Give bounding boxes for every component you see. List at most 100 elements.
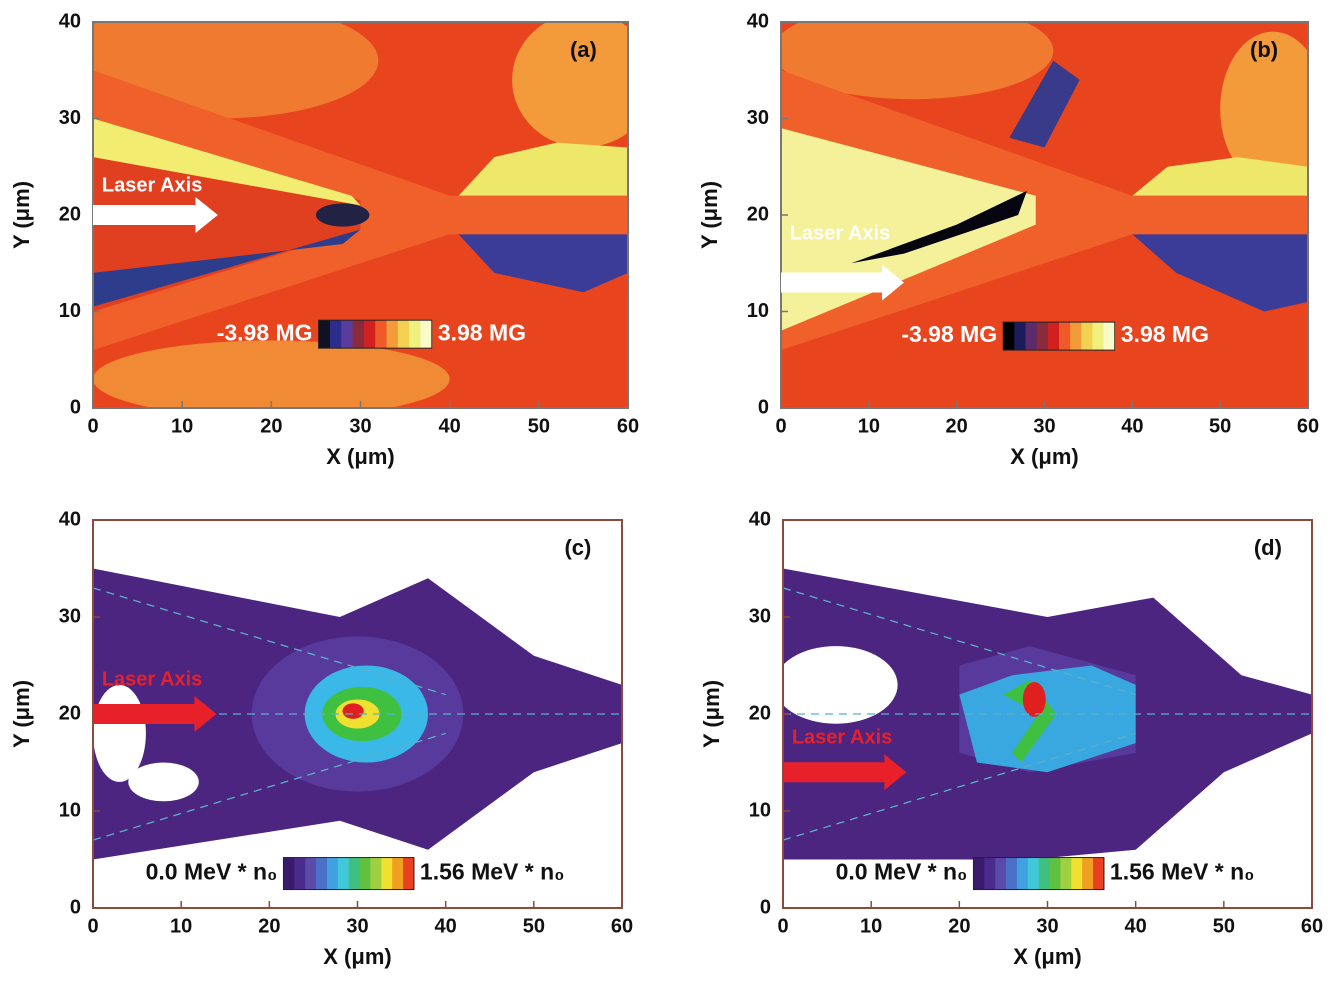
panel: 0 10 20 30 40 50 60 0 10 20 30 40 X (μm) Y (μm) (b) Las… [697, 10, 1319, 469]
x-tick-label: 10 [860, 915, 882, 937]
colorbar-segment [363, 320, 376, 349]
x-axis-label: X (μm) [326, 444, 394, 469]
x-tick-label: 0 [87, 915, 98, 937]
colorbar-max-label: 1.56 MeV * n₀ [1110, 859, 1255, 885]
colorbar-segment [1016, 857, 1029, 890]
colorbar-segment [305, 857, 317, 890]
colorbar-segment [370, 857, 382, 890]
field-region [93, 340, 450, 408]
colorbar-segment [1070, 322, 1082, 351]
colorbar-segment [1081, 322, 1093, 351]
y-axis-label: Y (μm) [697, 181, 722, 249]
y-tick-label: 30 [59, 107, 81, 129]
colorbar-segment [1060, 857, 1072, 890]
y-tick-label: 40 [59, 508, 81, 530]
colorbar [282, 857, 415, 891]
y-tick-label: 20 [59, 702, 81, 724]
panel: 0 10 20 30 40 50 60 0 10 20 30 40 X (μm) Y (μm) (a) Las… [9, 10, 639, 469]
colorbar-segment [1027, 857, 1040, 890]
field-region [1132, 234, 1308, 312]
field-region [1220, 31, 1308, 187]
x-tick-label: 40 [435, 915, 457, 937]
arrow [781, 264, 904, 301]
y-tick-label: 0 [760, 896, 771, 918]
field-region [342, 703, 364, 719]
colorbar-segment [337, 857, 350, 890]
colorbar-segment [403, 857, 415, 890]
guide-line [93, 732, 446, 841]
y-tick-label: 40 [59, 10, 81, 32]
y-tick-label: 40 [747, 10, 769, 32]
arrow [783, 754, 907, 791]
y-tick-label: 40 [749, 508, 771, 530]
field-region [93, 118, 361, 206]
y-axis-label: Y (μm) [9, 181, 34, 249]
panel-label: (a) [570, 37, 597, 62]
panel: 0 10 20 30 40 50 60 0 10 20 30 40 X (μm) Y (μm) (c) Las… [9, 508, 633, 969]
colorbar-segment [316, 857, 328, 890]
colorbar-segment [1093, 857, 1105, 890]
colorbar-segment [283, 857, 295, 890]
x-tick-label: 60 [1297, 415, 1319, 437]
colorbar-segment [1058, 322, 1071, 351]
colorbar-min-label: -3.98 MG [901, 321, 997, 347]
colorbar-segment [1049, 857, 1061, 890]
field-region [315, 203, 370, 227]
colorbar-segment [341, 320, 354, 349]
x-tick-label: 10 [171, 415, 193, 437]
colorbar-segment [1025, 322, 1038, 351]
colorbar-min-label: 0.0 MeV * n₀ [836, 859, 968, 885]
colorbar-segment [1038, 857, 1051, 890]
x-tick-label: 50 [1213, 915, 1235, 937]
x-axis-label: X (μm) [1010, 444, 1078, 469]
field-region [783, 646, 898, 724]
x-tick-label: 20 [260, 415, 282, 437]
x-axis-label: X (μm) [323, 944, 391, 969]
field-region [512, 22, 628, 148]
x-tick-label: 60 [611, 915, 633, 937]
field-region [128, 762, 199, 802]
x-tick-label: 50 [1209, 415, 1231, 437]
colorbar-max-label: 1.56 MeV * n₀ [420, 859, 565, 885]
heatmap-field [93, 520, 622, 908]
colorbar-segment [973, 857, 985, 890]
y-axis-label: Y (μm) [699, 680, 724, 748]
guide-line [93, 587, 446, 696]
x-tick-label: 40 [1125, 915, 1147, 937]
colorbar-segment [984, 857, 996, 890]
x-tick-label: 20 [948, 915, 970, 937]
y-tick-label: 0 [70, 396, 81, 418]
colorbar-segment [1014, 322, 1027, 351]
y-tick-label: 10 [749, 799, 771, 821]
arrow [93, 197, 218, 233]
y-axis-label: Y (μm) [9, 680, 34, 748]
x-tick-label: 0 [87, 415, 98, 437]
x-tick-label: 0 [777, 915, 788, 937]
colorbar-segment [352, 320, 365, 349]
annotation: Laser Axis [792, 727, 892, 749]
x-tick-label: 0 [775, 415, 786, 437]
x-tick-label: 20 [946, 415, 968, 437]
field-region [458, 142, 628, 196]
x-tick-label: 30 [349, 415, 371, 437]
colorbar-segment [329, 320, 342, 349]
colorbar-segment [995, 857, 1007, 890]
colorbar-segment [375, 320, 388, 349]
colorbar-segment [359, 857, 371, 890]
field-region [93, 229, 361, 307]
colorbar-segment [420, 320, 433, 349]
colorbar-segment [318, 320, 331, 349]
x-tick-label: 50 [523, 915, 545, 937]
colorbar-min-label: -3.98 MG [217, 319, 313, 345]
y-tick-label: 0 [758, 396, 769, 418]
field-region [781, 70, 1308, 351]
y-tick-label: 30 [747, 107, 769, 129]
y-tick-label: 10 [747, 300, 769, 322]
colorbar-segment [1082, 857, 1094, 890]
panel-label: (b) [1250, 37, 1278, 62]
colorbar-max-label: 3.98 MG [1121, 321, 1209, 347]
y-tick-label: 20 [59, 203, 81, 225]
field-region [1132, 157, 1308, 196]
y-tick-label: 10 [59, 300, 81, 322]
